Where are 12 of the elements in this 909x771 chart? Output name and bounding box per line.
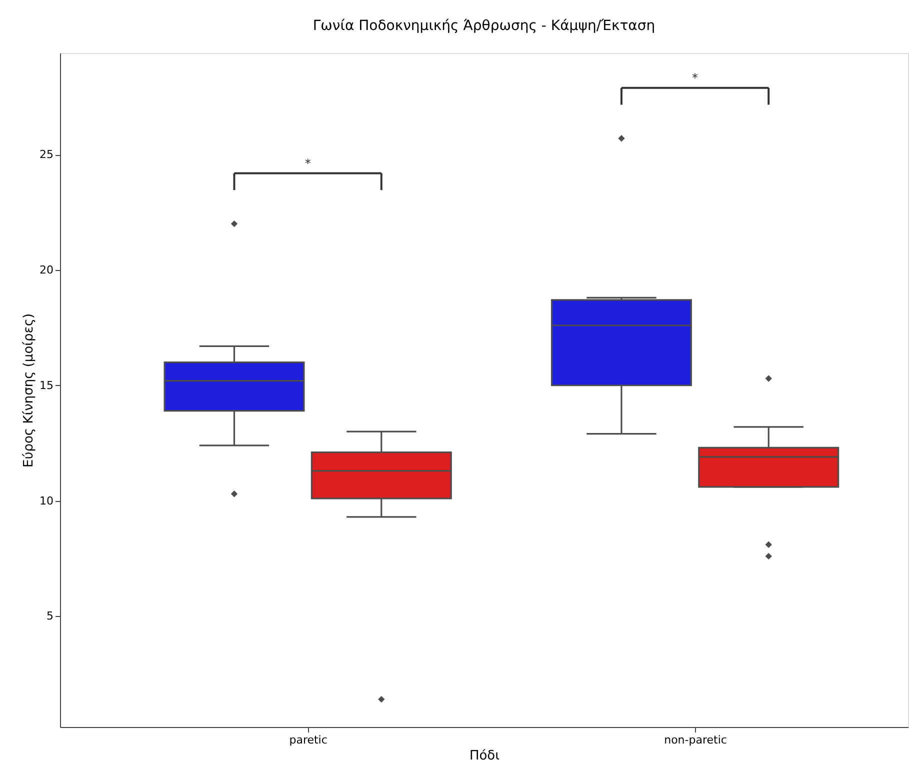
y-tick-label: 20 <box>40 263 54 276</box>
y-tick-label: 5 <box>46 610 54 623</box>
y-tick-label: 10 <box>40 494 54 508</box>
y-tick-label: 25 <box>40 148 54 162</box>
x-tick-label: paretic <box>289 734 328 746</box>
annotation: * <box>304 156 311 170</box>
chart-title: Γωνία Ποδοκνημικής Άρθρωσης - Κάμψη/Έκταση <box>312 18 656 34</box>
annotation: * <box>692 70 698 85</box>
y-axis-title: Εύρος Κίνησης (μοίρες) <box>22 313 37 468</box>
x-axis-title: Πόδι <box>469 748 500 764</box>
x-tick-label: non-paretic <box>664 734 727 746</box>
y-tick-label: 15 <box>40 378 54 392</box>
